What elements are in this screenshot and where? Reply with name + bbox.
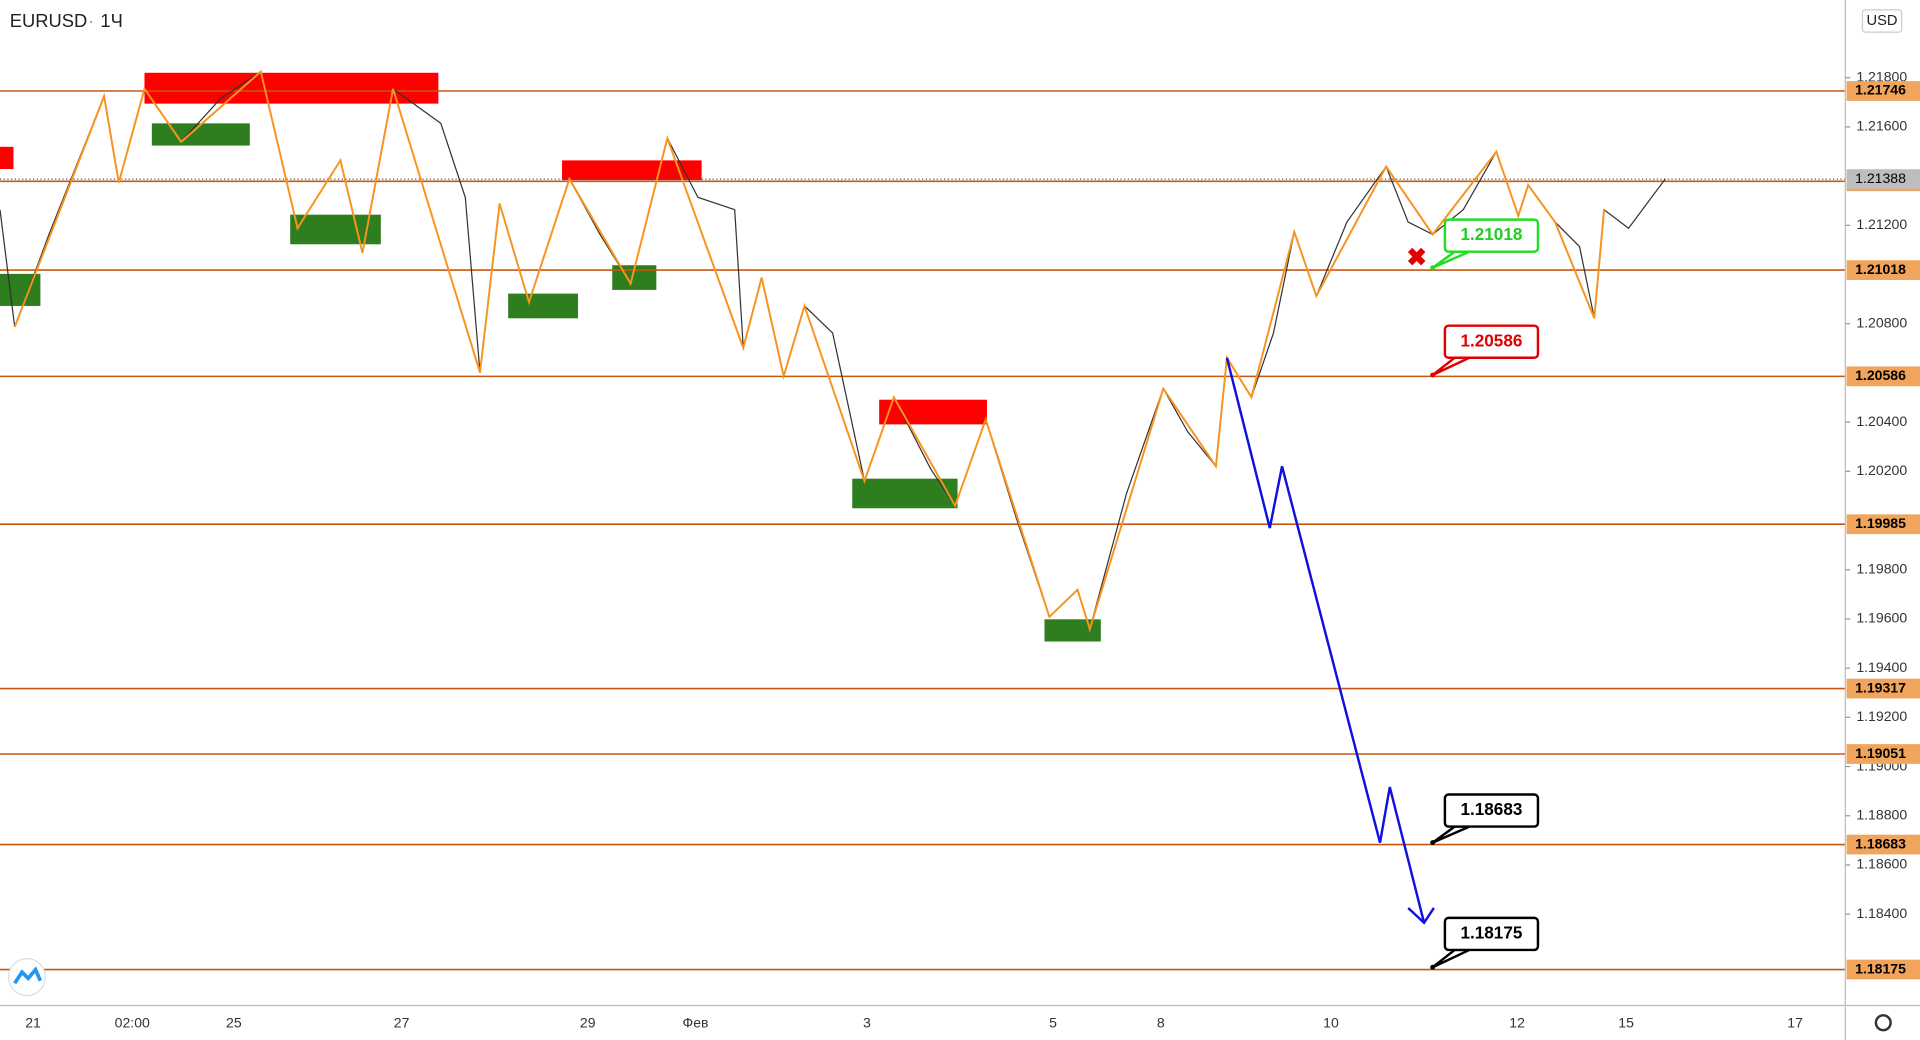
price-tick-label: 1.19600 <box>1856 610 1907 626</box>
callouts: 1.21018 1.20586 1.18683 1.18175 <box>1430 218 1540 970</box>
level-label-box <box>1846 959 1920 980</box>
time-label: 29 <box>580 1015 596 1031</box>
callout-anchor <box>1430 372 1436 378</box>
level-label: 1.19317 <box>1855 679 1906 695</box>
price-tick-label: 1.18400 <box>1856 905 1907 921</box>
demand-zone <box>1044 619 1101 642</box>
callout-label: 1.21018 <box>1460 224 1522 244</box>
level-label: 1.19051 <box>1855 745 1906 761</box>
level-label: 1.21018 <box>1855 261 1906 277</box>
supply-zone <box>562 160 702 181</box>
time-label: 25 <box>226 1015 242 1031</box>
time-label: 12 <box>1509 1015 1525 1031</box>
time-label: 3 <box>863 1015 871 1031</box>
callout-label: 1.20586 <box>1460 330 1522 350</box>
level-label: 1.18175 <box>1855 960 1906 976</box>
price-tick-label: 1.19400 <box>1856 659 1907 675</box>
time-label: 17 <box>1787 1015 1803 1031</box>
time-axis: 21 02:00 25 27 29 Фев 3 5 8 10 12 15 17 <box>25 1015 1803 1031</box>
supply-zone <box>0 146 14 170</box>
price-tick-label: 1.18800 <box>1856 806 1907 822</box>
callout-box <box>1443 916 1540 952</box>
levels <box>0 90 1846 971</box>
level-label: 1.20586 <box>1855 367 1906 383</box>
level-label-box <box>1846 366 1920 387</box>
time-label: 5 <box>1049 1015 1057 1031</box>
price-tick-label: 1.20800 <box>1856 314 1907 330</box>
demand-zone <box>508 293 578 319</box>
price-axis: 1.21800 1.21600 1.21200 1.20800 1.20400 1.202… <box>1845 68 1920 980</box>
price-tick-label: 1.21800 <box>1856 68 1907 84</box>
price-tick-label: 1.19200 <box>1856 708 1907 724</box>
price-tick-label: 1.20200 <box>1856 462 1907 478</box>
last-price-label: 1.21388 <box>1855 170 1906 186</box>
settings[interactable] <box>1874 1014 1892 1032</box>
callout-label: 1.18683 <box>1460 799 1522 819</box>
time-label: Фев <box>683 1015 709 1031</box>
projection-path <box>1225 357 1426 924</box>
level-label: 1.21746 <box>1855 82 1906 98</box>
logo-icon <box>13 966 43 985</box>
callout-label: 1.18175 <box>1460 922 1522 942</box>
level-label-box <box>1846 514 1920 535</box>
price-tick-label: 1.21600 <box>1856 118 1907 134</box>
time-label: 10 <box>1323 1015 1339 1031</box>
callout-anchor <box>1430 840 1436 846</box>
price-tick-label: 1.19800 <box>1856 560 1907 576</box>
callout-box <box>1443 324 1540 360</box>
level-label-box <box>1846 744 1920 764</box>
cross-mark: ✖ <box>1406 245 1427 272</box>
zigzag <box>13 69 1606 633</box>
price-tick-label: 1.21200 <box>1856 216 1907 232</box>
last-price-box <box>1846 169 1920 189</box>
level-label-box <box>1846 260 1920 280</box>
currency[interactable]: USD <box>1867 13 1898 29</box>
time-label: 02:00 <box>115 1015 150 1031</box>
callout-box <box>1443 218 1540 253</box>
supply-zone <box>144 72 439 104</box>
time-label: 8 <box>1157 1015 1165 1031</box>
supply-zone <box>879 399 987 425</box>
time-label: 15 <box>1618 1015 1634 1031</box>
callout-anchor <box>1430 964 1436 970</box>
level-label-box <box>1846 81 1920 101</box>
currency-box[interactable] <box>1861 9 1903 33</box>
level-label-box <box>1846 678 1920 699</box>
demand-zone <box>151 123 250 146</box>
price-tick-label: 1.20400 <box>1856 413 1907 429</box>
symbol: EURUSD <box>10 10 88 31</box>
price-tick-label: 1.18600 <box>1856 856 1907 872</box>
callout-anchor <box>1430 265 1436 271</box>
zones <box>0 72 1101 642</box>
separator: · <box>88 10 94 31</box>
interval[interactable]: 1Ч <box>100 10 122 31</box>
projection-arrow <box>1407 907 1435 925</box>
level-label: 1.18683 <box>1855 835 1906 851</box>
level-label-box <box>1846 834 1920 855</box>
callout-box <box>1443 793 1540 828</box>
time-label: 21 <box>25 1015 41 1031</box>
time-label: 27 <box>394 1015 410 1031</box>
level-label: 1.19985 <box>1855 515 1906 531</box>
